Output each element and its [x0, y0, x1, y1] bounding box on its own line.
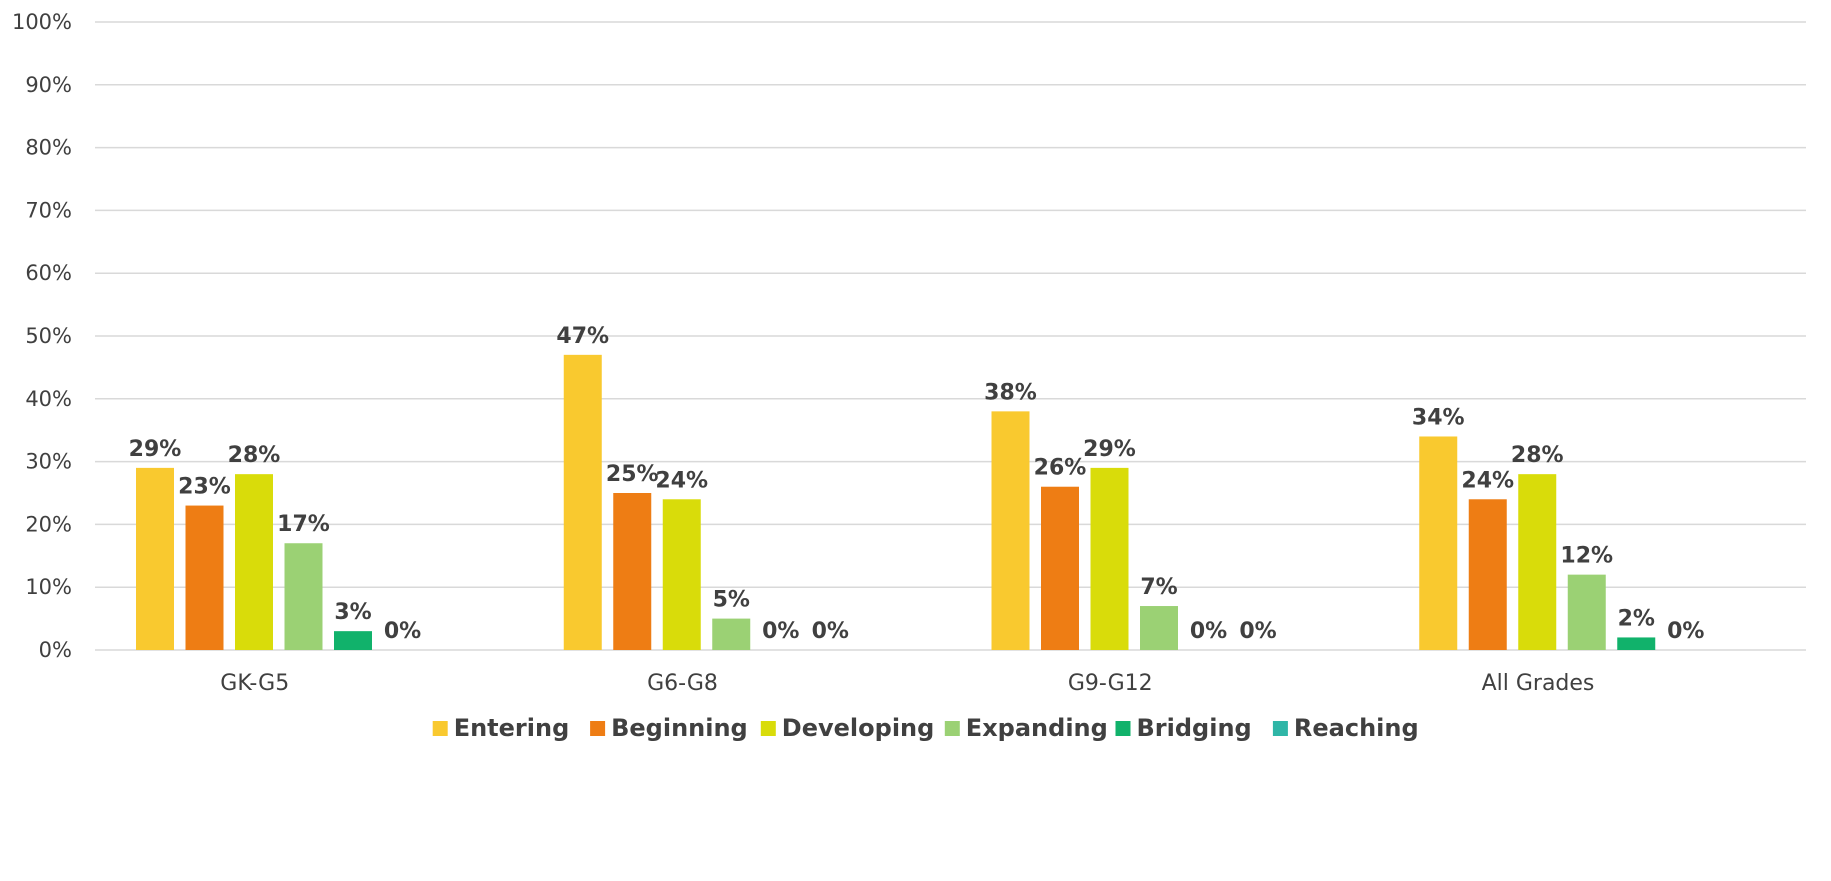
- data-label: 23%: [178, 475, 231, 500]
- legend-swatch: [760, 721, 776, 736]
- data-label: 38%: [984, 380, 1037, 405]
- y-tick-label: 20%: [25, 512, 72, 536]
- x-category-label: All Grades: [1482, 671, 1595, 696]
- x-category-label: G9-G12: [1068, 671, 1153, 696]
- y-tick-label: 40%: [25, 387, 72, 411]
- x-category-label: GK-G5: [220, 671, 289, 696]
- data-label: 0%: [812, 619, 849, 644]
- data-label: 0%: [1667, 619, 1704, 644]
- data-label: 2%: [1618, 606, 1655, 631]
- data-label: 17%: [277, 512, 330, 537]
- bar: [1090, 467, 1129, 650]
- y-tick-label: 100%: [12, 10, 72, 34]
- y-tick-label: 70%: [25, 198, 72, 222]
- legend-label: Entering: [454, 714, 570, 742]
- bar: [563, 354, 602, 650]
- x-category-label: G6-G8: [647, 671, 718, 696]
- bar: [1567, 574, 1606, 650]
- bar: [284, 543, 323, 650]
- data-label: 0%: [384, 619, 421, 644]
- y-tick-label: 0%: [39, 638, 72, 662]
- bars: [136, 354, 1656, 650]
- bar: [613, 493, 652, 650]
- legend-swatch: [1115, 721, 1131, 736]
- data-label: 29%: [1083, 437, 1136, 462]
- legend-swatch: [432, 721, 448, 736]
- data-label: 12%: [1560, 544, 1613, 569]
- bar: [136, 467, 174, 650]
- legend-swatch: [1272, 721, 1288, 736]
- y-tick-label: 80%: [25, 136, 72, 160]
- legend-label: Bridging: [1137, 714, 1252, 742]
- data-label: 3%: [334, 600, 371, 625]
- y-tick-label: 60%: [25, 261, 72, 285]
- bar: [334, 631, 372, 650]
- y-tick-label: 50%: [25, 324, 72, 348]
- bar: [1617, 637, 1656, 650]
- y-tick-label: 90%: [25, 73, 72, 97]
- bar: [1419, 436, 1458, 650]
- gridlines: [95, 21, 1806, 651]
- y-tick-label: 10%: [25, 575, 72, 599]
- x-axis-categories: GK-G5 G6-G8 G9-G12 All Grades: [220, 671, 1594, 696]
- data-label: 24%: [655, 468, 708, 493]
- bar: [1518, 474, 1557, 650]
- legend-label: Expanding: [966, 714, 1108, 742]
- data-label: 7%: [1140, 575, 1177, 600]
- legend-swatch: [944, 721, 960, 736]
- legend-label: Beginning: [611, 714, 748, 742]
- legend-label: Reaching: [1294, 714, 1419, 742]
- data-label: 26%: [1034, 456, 1087, 481]
- y-axis-ticks: 0% 10% 20% 30% 40% 50% 60% 70% 80% 90% 100%: [12, 10, 72, 662]
- data-label: 0%: [1239, 619, 1276, 644]
- y-tick-label: 30%: [25, 450, 72, 474]
- bar: [1468, 499, 1507, 650]
- data-label: 0%: [762, 619, 799, 644]
- bar: [1140, 606, 1178, 650]
- legend: Entering Beginning Developing Expanding Brid…: [432, 714, 1419, 742]
- bar: [991, 411, 1030, 650]
- data-label: 29%: [129, 437, 182, 462]
- bar: [662, 499, 701, 650]
- legend-swatch: [590, 721, 606, 736]
- data-label: 47%: [556, 324, 609, 349]
- bar: [1041, 486, 1079, 650]
- data-labels: 29%23%28%17%3%0%47%25%24%5%0% 0%38%26%29%…: [129, 324, 1705, 644]
- bar: [712, 618, 751, 650]
- legend-label: Developing: [782, 714, 935, 742]
- data-label: 28%: [1511, 443, 1564, 468]
- bar: [185, 505, 224, 650]
- bar: [235, 474, 273, 650]
- data-label: 0%: [1190, 619, 1227, 644]
- data-label: 24%: [1461, 468, 1514, 493]
- data-label: 5%: [713, 588, 750, 613]
- data-label: 34%: [1412, 405, 1465, 430]
- data-label: 25%: [606, 462, 659, 487]
- data-label: 28%: [228, 443, 281, 468]
